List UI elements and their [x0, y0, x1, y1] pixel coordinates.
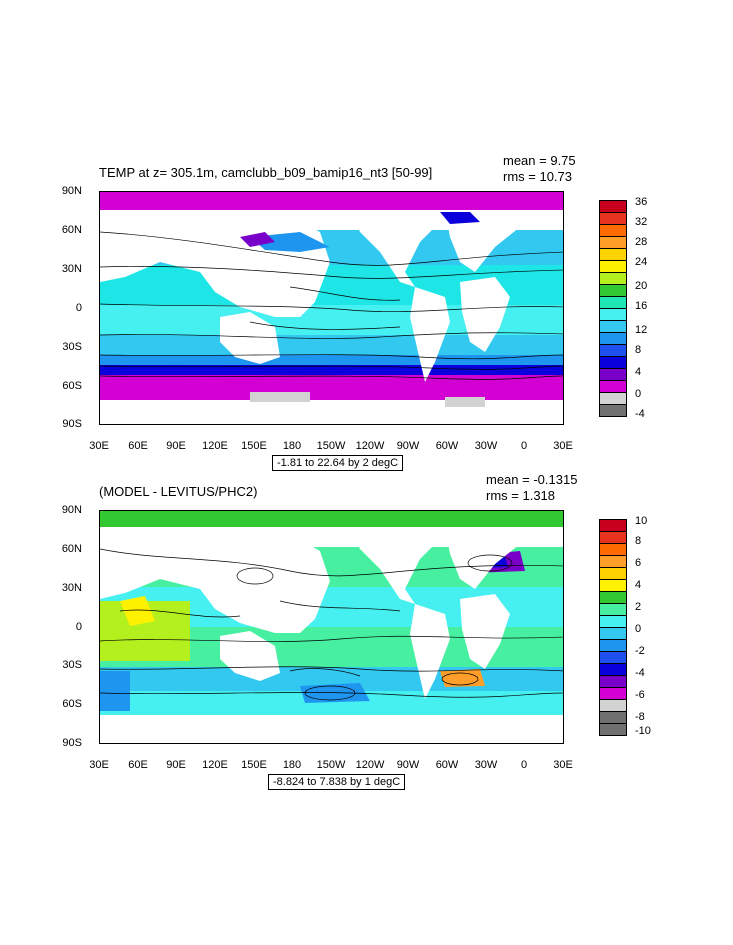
panel1-lat-label: 30N [61, 263, 82, 275]
panel2-lon-label: 120W [355, 759, 385, 771]
panel1-rms: rms = 10.73 [503, 169, 573, 184]
panel1-title: TEMP at z= 305.1m, camclubb_b09_bamip16_… [99, 165, 433, 180]
panel1-legend-label: 24 [635, 256, 648, 268]
panel2-lon-label: 150E [241, 759, 267, 771]
panel1-mean: mean = 9.75 [503, 153, 576, 168]
panel2-lon-label: 60W [435, 759, 459, 771]
panel2-lon-label: 30W [474, 759, 498, 771]
panel2-rms: rms = 1.318 [486, 488, 556, 503]
panel2-map [99, 510, 564, 744]
panel2-mean: mean = -0.1315 [486, 472, 578, 487]
panel1-legend-label: 28 [635, 236, 648, 248]
panel1-legend-label: -4 [635, 408, 645, 420]
panel1-legend-label: 8 [635, 344, 642, 356]
panel2-lon-label: 150W [316, 759, 346, 771]
panel1-lon-label: 120E [202, 440, 228, 452]
legend-color-swatch [599, 723, 627, 736]
panel1-info-box: -1.81 to 22.64 by 2 degC [272, 455, 404, 471]
panel1-legend-label: 20 [635, 280, 648, 292]
panel1-legend-label: 16 [635, 300, 648, 312]
panel2-lon-label: 180 [282, 759, 302, 771]
panel2-lat-label: 90N [61, 504, 82, 516]
panel2-info-box: -8.824 to 7.838 by 1 degC [268, 774, 406, 790]
panel2-legend-label: 2 [635, 601, 642, 613]
panel1-lon-label: 0 [520, 440, 528, 452]
panel1-lon-label: 30E [89, 440, 109, 452]
panel1-lat-label: 90N [61, 185, 82, 197]
panel1-lat-label: 60N [61, 224, 82, 236]
panel1-lon-label: 90E [166, 440, 186, 452]
panel2-lat-label: 90S [62, 737, 82, 749]
panel1-lon-label: 30E [553, 440, 573, 452]
panel1-legend-label: 4 [635, 366, 642, 378]
panel2-lon-label: 30E [89, 759, 109, 771]
panel1-legend-label: 0 [635, 388, 642, 400]
panel1-lon-label: 180 [282, 440, 302, 452]
panel2-legend-label: 6 [635, 557, 642, 569]
panel2-lat-label: 30N [61, 582, 82, 594]
panel2-lon-label: 0 [520, 759, 528, 771]
panel1-lon-label: 60E [128, 440, 148, 452]
panel1-legend: 36 32 28 24 20 16 12 8 4 0 -4 [599, 196, 659, 420]
legend-color-swatch [599, 404, 627, 417]
panel2-legend-label: 8 [635, 535, 642, 547]
panel1-legend-label: 36 [635, 196, 648, 208]
panel2-lon-label: 90W [396, 759, 420, 771]
panel1-lon-label: 120W [355, 440, 385, 452]
panel1-lon-label: 30W [474, 440, 498, 452]
panel2-lon-label: 120E [202, 759, 228, 771]
panel1-legend-label: 32 [635, 216, 648, 228]
panel2-legend: 10 8 6 4 2 0 -2 -4 -6 -8 -10 [599, 515, 659, 737]
panel2-lon-label: 30E [553, 759, 573, 771]
panel2-lat-label: 0 [75, 621, 82, 633]
panel2-legend-label: -8 [635, 711, 645, 723]
panel2-lon-label: 90E [166, 759, 186, 771]
panel2-legend-label: 0 [635, 623, 642, 635]
panel2-legend-label: -6 [635, 689, 645, 701]
panel2-legend-label: -4 [635, 667, 645, 679]
panel1-lat-label: 0 [75, 302, 82, 314]
panel1-lat-label: 90S [62, 418, 82, 430]
panel1-lon-label: 150E [241, 440, 267, 452]
panel2-legend-label: -10 [635, 725, 651, 737]
panel2-lat-label: 30S [62, 659, 82, 671]
panel2-lat-label: 60S [62, 698, 82, 710]
panel2-lon-label: 60E [128, 759, 148, 771]
panel1-lat-label: 60S [62, 380, 82, 392]
panel2-title: (MODEL - LEVITUS/PHC2) [99, 484, 258, 499]
panel1-lon-label: 60W [435, 440, 459, 452]
panel1-lat-label: 30S [62, 341, 82, 353]
panel1-lon-label: 90W [396, 440, 420, 452]
panel2-legend-label: 10 [635, 515, 648, 527]
panel1-lon-label: 150W [316, 440, 346, 452]
panel1-map [99, 191, 564, 425]
panel2-legend-label: 4 [635, 579, 642, 591]
panel2-legend-label: -2 [635, 645, 645, 657]
panel1-legend-label: 12 [635, 324, 648, 336]
panel2-lat-label: 60N [61, 543, 82, 555]
